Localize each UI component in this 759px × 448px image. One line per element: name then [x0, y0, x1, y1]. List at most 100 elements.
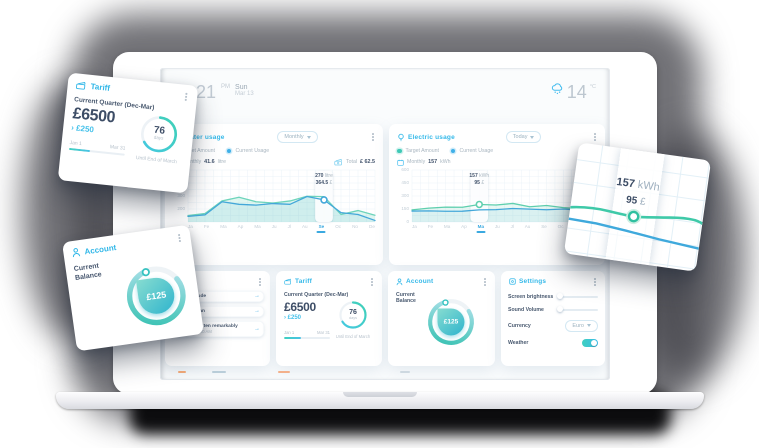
month-label[interactable]: Fe [427, 224, 434, 229]
electric-usage-panel: Electric usage Today Target Amount Curre… [389, 124, 605, 265]
electric-chart-plot[interactable] [411, 169, 598, 223]
tariff-amounts: £6500 › £250 Jan 1 Mar 31 [284, 300, 330, 339]
messages-menu-button[interactable] [257, 277, 263, 287]
laptop-base [56, 392, 704, 409]
electric-tooltip: 157 kWh 95 £ [469, 173, 490, 186]
floating-tariff-card: Tariff Current Quarter (Dec-Mar) £6500 ›… [57, 72, 199, 194]
water-menu-button[interactable] [370, 132, 376, 142]
month-label[interactable]: Ja [188, 224, 193, 229]
tariff-menu-button[interactable] [369, 277, 375, 287]
electric-chart: 600 450 300 150 0 157 kWh 95 £ Ja Fe Ma Ap Ma Ju J… [397, 167, 598, 236]
water-chart-plot[interactable] [187, 169, 376, 223]
card-title: Settings [519, 278, 547, 286]
volume-label: Sound Volume [508, 306, 544, 313]
settings-menu-button[interactable] [592, 277, 598, 287]
month-label[interactable]: Jl [287, 224, 291, 229]
chevron-down-icon [530, 135, 535, 139]
tariff-icon [75, 82, 86, 91]
current-usage-radio[interactable] [450, 148, 456, 154]
month-label[interactable]: Fe [203, 224, 210, 229]
month-label[interactable]: Oc [335, 224, 342, 229]
card-title: Tariff [295, 278, 312, 286]
y-tick-label: 600 [401, 167, 409, 172]
arrow-right-icon: → [254, 308, 260, 315]
floating-chart-card: 157 kWh 95 £ [563, 142, 712, 272]
brightness-label: Screen brightness [508, 293, 554, 300]
month-label[interactable]: Se [318, 224, 325, 229]
month-label[interactable]: Ap [461, 224, 467, 229]
brightness-slider[interactable] [557, 292, 598, 299]
current-usage-radio[interactable] [226, 148, 232, 154]
month-label[interactable]: Ma [220, 224, 227, 229]
panel-title: Water usage [184, 133, 225, 141]
month-label[interactable]: Au [301, 224, 308, 229]
lightbulb-icon [398, 133, 404, 141]
y-tick-label: 0 [406, 219, 409, 224]
month-label[interactable]: Ma [477, 224, 485, 229]
card-title: Tariff [90, 82, 111, 94]
electric-menu-button[interactable] [592, 132, 598, 142]
time-value: 21 [196, 82, 217, 102]
weather-toggle[interactable] [582, 338, 598, 347]
month-label[interactable]: Jl [510, 224, 514, 229]
month-label[interactable]: De [369, 224, 375, 229]
tariff-amounts: £6500 › £250 Jan 1 Mar 31 [68, 105, 130, 160]
water-usage-panel: Water usage Monthly Target Amount Curren… [165, 124, 383, 265]
partial-row-fragment [212, 371, 226, 373]
tariff-icon [284, 279, 292, 285]
days-ring: 76 days [338, 300, 368, 330]
settings-icon [509, 278, 516, 286]
arrow-right-icon: → [254, 325, 260, 332]
month-label[interactable]: Ja [412, 224, 417, 229]
period-progress [284, 336, 330, 339]
month-label[interactable]: Ap [237, 224, 244, 229]
monthly-unit: litre [217, 159, 227, 165]
monthly-value: 157 [428, 159, 438, 165]
account-menu-button[interactable] [482, 277, 488, 287]
month-label[interactable]: Oc [557, 224, 564, 229]
laptop-screen: 21 PM Sun Mar 13 14 °C [113, 52, 657, 394]
target-amount-radio[interactable] [397, 148, 402, 154]
person-icon [72, 248, 81, 258]
current-usage-label: Current Usage [235, 148, 270, 154]
month-label[interactable]: Au [524, 224, 531, 229]
floating-account-menu-button[interactable] [176, 233, 183, 243]
chevron-down-icon [587, 324, 591, 328]
money-icon [334, 158, 343, 166]
electric-range-dropdown[interactable]: Today [505, 131, 542, 143]
partial-row-fragment [278, 371, 290, 373]
clock: 21 PM Sun Mar 13 [196, 83, 254, 101]
days-ring: 76 days [137, 112, 181, 156]
month-label[interactable]: Ju [494, 224, 500, 229]
volume-slider[interactable] [557, 305, 598, 312]
time-period: PM [221, 84, 231, 90]
water-tooltip: 270 litre 364.5 £ [315, 173, 333, 186]
days-label: days [153, 135, 164, 142]
until-label: Until End of March [335, 333, 371, 339]
currency-dropdown[interactable]: Euro [565, 319, 598, 332]
monthly-label: Monthly [183, 159, 202, 165]
month-label[interactable]: Ma [254, 224, 261, 229]
partial-row-fragment [178, 371, 186, 373]
month-label[interactable]: Ju [271, 224, 277, 229]
quarter-label: Current Quarter (Dec-Mar) [284, 291, 349, 298]
month-label[interactable]: No [352, 224, 358, 229]
card-title: Account [406, 278, 434, 286]
settings-card: Settings Screen brightness Sound Volume … [501, 271, 605, 366]
water-range-dropdown[interactable]: Monthly [277, 131, 318, 143]
electric-y-axis: 600 450 300 150 0 [397, 167, 411, 224]
arrow-right-icon: → [254, 293, 260, 300]
person-icon [396, 278, 403, 286]
total-label: Total [346, 159, 357, 165]
monthly-label: Monthly [407, 159, 426, 165]
floating-tariff-menu-button[interactable] [183, 92, 190, 102]
period-end: Mar 31 [109, 143, 126, 152]
month-label[interactable]: Se [541, 224, 547, 229]
month-label[interactable]: Ma [443, 224, 451, 229]
current-usage-label: Current Usage [459, 148, 494, 154]
weather: 14 °C [551, 83, 596, 101]
weather-label: Weather [508, 339, 529, 346]
period-end: Mar 31 [316, 329, 330, 335]
monthly-value: 41.6 [204, 159, 215, 165]
days-value: 76 [349, 308, 357, 316]
